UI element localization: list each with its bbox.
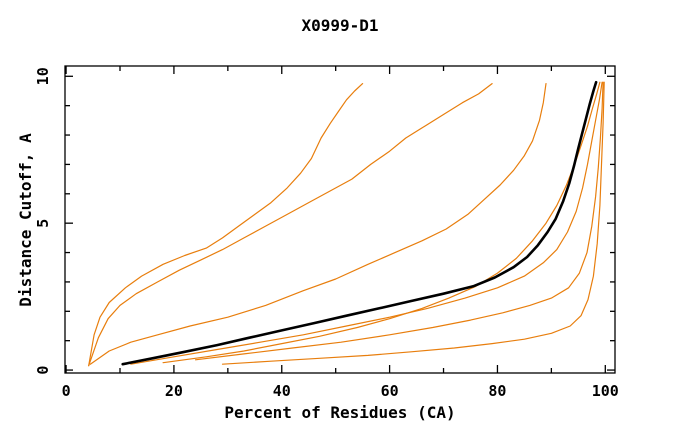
chart-title: X0999-D1 — [301, 16, 379, 35]
x-tick-label: 0 — [62, 382, 71, 400]
series-orange-5 — [130, 81, 603, 365]
x-axis-title: Percent of Residues (CA) — [224, 403, 456, 422]
y-axis-title-text: Distance Cutoff, A — [15, 133, 35, 307]
series-orange-7 — [221, 81, 605, 365]
series-orange-2 — [88, 82, 493, 367]
x-tick-label: 80 — [488, 382, 506, 400]
y-tick-label: 0 — [34, 366, 52, 375]
y-tick-label: 5 — [34, 219, 52, 228]
x-tick-label: 40 — [273, 382, 291, 400]
plot-frame — [64, 65, 616, 374]
series-black-main — [121, 80, 598, 366]
y-tick-label: 10 — [34, 67, 52, 85]
x-tick-label: 100 — [592, 382, 619, 400]
series-orange-1 — [88, 82, 364, 367]
series-orange-6 — [194, 81, 604, 361]
series-orange-3 — [89, 82, 547, 365]
series-orange-4 — [162, 81, 601, 364]
x-tick-label: 60 — [381, 382, 399, 400]
x-tick-label: 20 — [165, 382, 183, 400]
